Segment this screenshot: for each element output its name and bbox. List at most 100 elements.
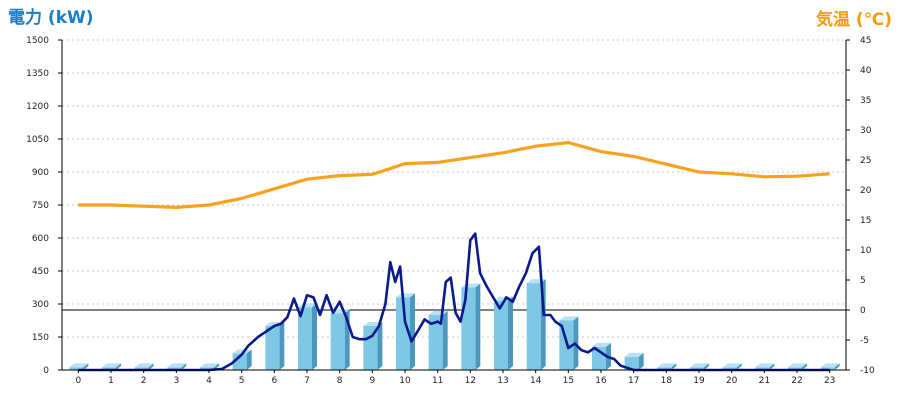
bar-top: [690, 363, 709, 368]
bar-top: [200, 363, 219, 368]
bar-top: [624, 352, 644, 357]
left-tick-label: 750: [32, 201, 49, 211]
right-tick-label: 45: [860, 36, 871, 46]
bar: [788, 363, 807, 370]
bar-top: [102, 363, 121, 368]
bar-front: [69, 367, 84, 370]
right-tick-label: 15: [860, 216, 871, 226]
right-axis-title: 気温 (℃): [815, 9, 892, 30]
bar: [69, 363, 89, 370]
bar-side: [442, 311, 448, 370]
bar-front: [657, 367, 672, 370]
bar-side: [116, 363, 121, 370]
bar-top: [396, 293, 415, 298]
bar: [657, 363, 677, 370]
bar-front: [200, 367, 214, 370]
x-tick-label: 20: [726, 376, 738, 386]
right-tick-label: 25: [860, 156, 871, 166]
bar-side: [312, 303, 317, 370]
x-tick-label: 4: [206, 376, 212, 386]
left-tick-label: 1200: [26, 102, 49, 112]
bar-front: [232, 353, 247, 370]
bar-top: [657, 363, 677, 368]
right-tick-label: 10: [860, 246, 872, 256]
left-tick-label: 150: [32, 333, 49, 343]
x-tick-label: 22: [791, 376, 802, 386]
left-tick-label: 1050: [26, 135, 49, 145]
bar-top: [722, 363, 742, 368]
bar-top: [69, 363, 89, 368]
bar-side: [148, 363, 154, 370]
bar-front: [167, 367, 182, 370]
bar-top: [820, 363, 840, 368]
bar: [102, 363, 121, 370]
bar: [298, 303, 317, 370]
x-tick-label: 9: [369, 376, 375, 386]
right-tick-label: 0: [860, 306, 866, 316]
bar-front: [755, 367, 770, 370]
bar-front: [526, 283, 541, 370]
bar-side: [834, 363, 840, 370]
bar-side: [704, 363, 709, 370]
x-tick-label: 3: [173, 376, 179, 386]
bar-top: [592, 342, 611, 347]
right-tick-label: -10: [860, 366, 875, 376]
x-tick-label: 21: [759, 376, 770, 386]
left-tick-label: 300: [32, 300, 49, 310]
right-tick-label: -5: [860, 336, 869, 346]
temperature-line: [78, 141, 830, 209]
right-tick-label: 30: [860, 126, 872, 136]
bar: [624, 352, 644, 370]
bar: [330, 309, 350, 370]
bar-top: [167, 363, 187, 368]
bar-side: [802, 363, 807, 370]
bar-side: [638, 352, 644, 370]
bar-side: [377, 322, 383, 370]
bar-side: [83, 363, 89, 370]
x-tick-label: 16: [595, 376, 607, 386]
axes: 01503004506007509001050120013501500-10-5…: [26, 36, 875, 386]
bar-front: [396, 297, 410, 370]
x-tick-label: 23: [824, 376, 835, 386]
bar-top: [363, 322, 383, 326]
bar-top: [755, 363, 775, 368]
bar-top: [134, 363, 154, 368]
bar-front: [102, 367, 116, 370]
bar: [722, 363, 742, 370]
bar: [134, 363, 154, 370]
left-tick-label: 1350: [26, 69, 49, 79]
bar-side: [508, 296, 513, 370]
bar-side: [671, 363, 677, 370]
bar: [690, 363, 709, 370]
x-tick-label: 2: [141, 376, 147, 386]
bar-front: [265, 326, 280, 370]
bar: [820, 363, 840, 370]
x-tick-label: 17: [628, 376, 639, 386]
bar-front: [494, 300, 508, 370]
x-tick-label: 15: [563, 376, 574, 386]
x-tick-label: 18: [661, 376, 673, 386]
bar-front: [428, 315, 443, 370]
bar-front: [820, 367, 835, 370]
series-lines: [78, 141, 830, 372]
right-tick-label: 5: [860, 276, 866, 286]
bar: [167, 363, 187, 370]
bar-side: [246, 349, 252, 370]
bar-side: [279, 322, 285, 370]
x-tick-label: 1: [108, 376, 114, 386]
bar: [755, 363, 775, 370]
bar: [494, 296, 513, 370]
x-tick-label: 8: [337, 376, 343, 386]
x-tick-label: 12: [465, 376, 476, 386]
x-tick-label: 14: [530, 376, 542, 386]
left-tick-label: 0: [43, 366, 49, 376]
bar: [461, 283, 481, 370]
right-tick-label: 20: [860, 186, 872, 196]
bar-side: [769, 363, 775, 370]
power-line: [78, 232, 830, 372]
left-axis-title: 電力 (kW): [8, 7, 94, 28]
bar-front: [461, 287, 476, 370]
bar-front: [722, 367, 737, 370]
bar-side: [181, 363, 187, 370]
